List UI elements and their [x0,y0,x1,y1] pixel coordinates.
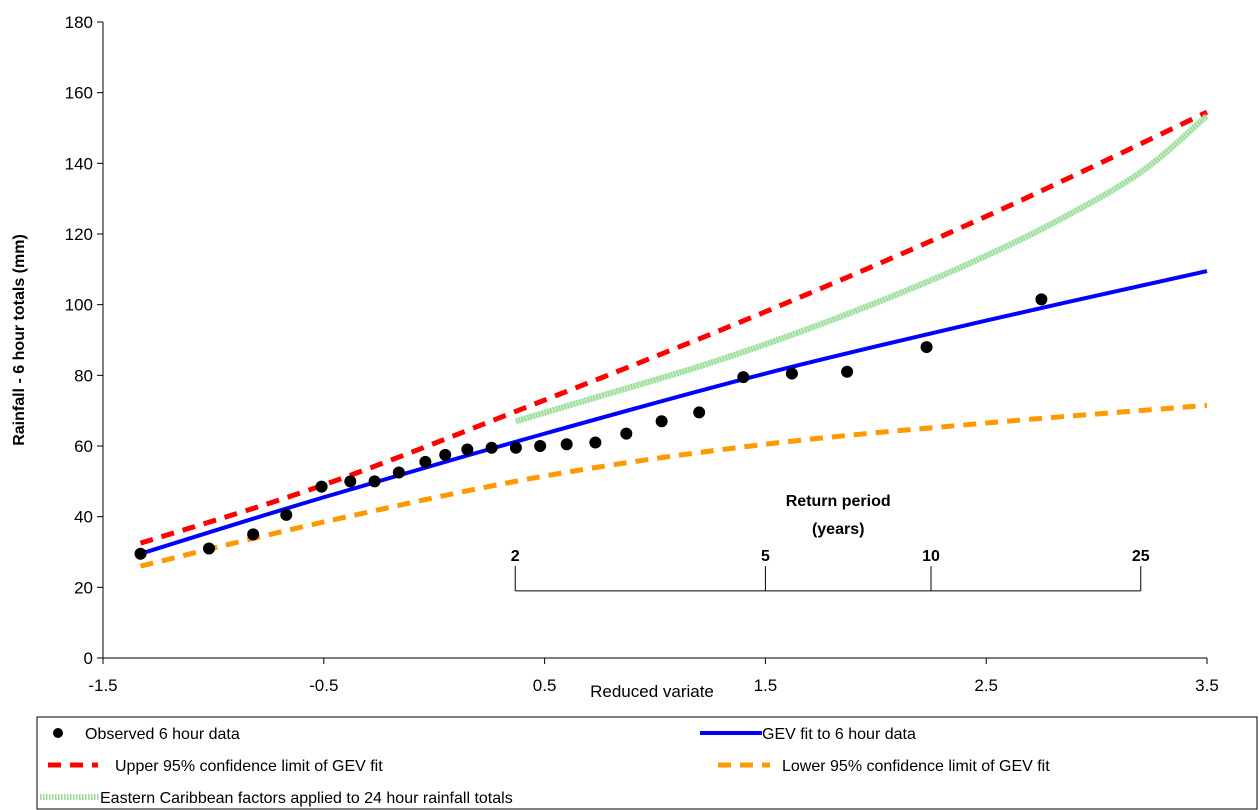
legend-item: Eastern Caribbean factors applied to 24 … [40,790,513,807]
legend-label: Observed 6 hour data [85,726,240,743]
data-point [202,542,215,555]
return-period-ticks: 2 5 10 25 [511,548,1150,591]
series-layer [134,109,1209,569]
x-tick-label: 3.5 [1195,676,1219,695]
y-tick-label: 160 [65,84,93,103]
data-point [392,466,405,479]
return-period-tick-label: 25 [1132,548,1150,565]
y-tick-label: 20 [74,578,93,597]
data-point [344,475,357,488]
legend-label: Eastern Caribbean factors applied to 24 … [100,790,513,807]
return-period-scale: Return period (years) 2 5 10 25 [511,493,1150,592]
x-tick-label: 1.5 [754,676,778,695]
legend-item: Upper 95% confidence limit of GEV fit [48,758,383,775]
y-tick-label: 80 [74,366,93,385]
series-lower-95-confidence-limit-of-gev-fit [139,402,1208,569]
data-point [841,365,854,378]
data-point [920,341,933,354]
data-point [247,528,260,541]
x-ticks: -1.5 -0.5 0.5 1.5 2.5 3.5 [88,658,1219,695]
data-point [560,438,573,451]
data-point [589,436,602,449]
y-ticks: 0 20 40 60 80 100 120 140 160 180 [65,13,103,668]
y-axis-label: Rainfall - 6 hour totals (mm) [11,234,28,446]
data-point [368,475,381,488]
series-line [139,109,1209,546]
data-point [693,406,706,419]
y-tick-label: 40 [74,508,93,527]
y-tick-label: 140 [65,154,93,173]
data-point [134,547,147,560]
y-tick-label: 100 [65,296,93,315]
legend-label: Lower 95% confidence limit of GEV fit [782,758,1050,775]
legend-label: GEV fit to 6 hour data [762,726,916,743]
axes [102,22,1207,659]
return-period-tick-label: 2 [511,548,520,565]
data-point [737,371,750,384]
data-point [419,455,432,468]
legend-swatch [53,728,63,738]
legend-items: Observed 6 hour data GEV fit to 6 hour da… [40,726,1050,807]
legend-item: GEV fit to 6 hour data [700,726,916,743]
data-point [509,441,522,454]
data-point [785,367,798,380]
series-eastern-caribbean-factors-applied-to-24-hour-rainfall-totals [515,113,1209,425]
y-tick-label: 60 [74,437,93,456]
data-point [620,427,633,440]
y-tick-label: 180 [65,13,93,32]
series-line [139,402,1208,569]
series-gev-fit-to-6-hour-data [139,269,1208,556]
data-point [461,443,474,456]
legend-item: Observed 6 hour data [53,726,240,743]
data-point [534,440,547,452]
return-period-tick-label: 5 [761,548,770,565]
x-tick-label: 0.5 [533,676,557,695]
series-upper-95-confidence-limit-of-gev-fit [139,109,1209,546]
return-period-title: Return period [786,493,891,510]
return-period-unit: (years) [812,521,864,538]
x-tick-label: -0.5 [309,676,338,695]
data-point [315,480,328,493]
x-axis-label: Reduced variate [590,682,714,701]
x-tick-label: 2.5 [974,676,998,695]
data-point [439,448,452,461]
legend: Observed 6 hour data GEV fit to 6 hour da… [36,716,1258,810]
series-line [139,269,1208,556]
return-period-tick-label: 10 [922,548,940,565]
legend-item: Lower 95% confidence limit of GEV fit [718,758,1050,775]
series-line [515,113,1209,425]
data-point [1035,293,1048,306]
x-tick-label: -1.5 [88,676,117,695]
data-point [655,415,668,428]
data-point [485,441,498,454]
series-observed-points [134,293,1048,560]
legend-label: Upper 95% confidence limit of GEV fit [115,758,383,775]
y-tick-label: 0 [84,649,93,668]
data-point [280,508,293,521]
y-tick-label: 120 [65,225,93,244]
legend-box [36,716,1258,810]
